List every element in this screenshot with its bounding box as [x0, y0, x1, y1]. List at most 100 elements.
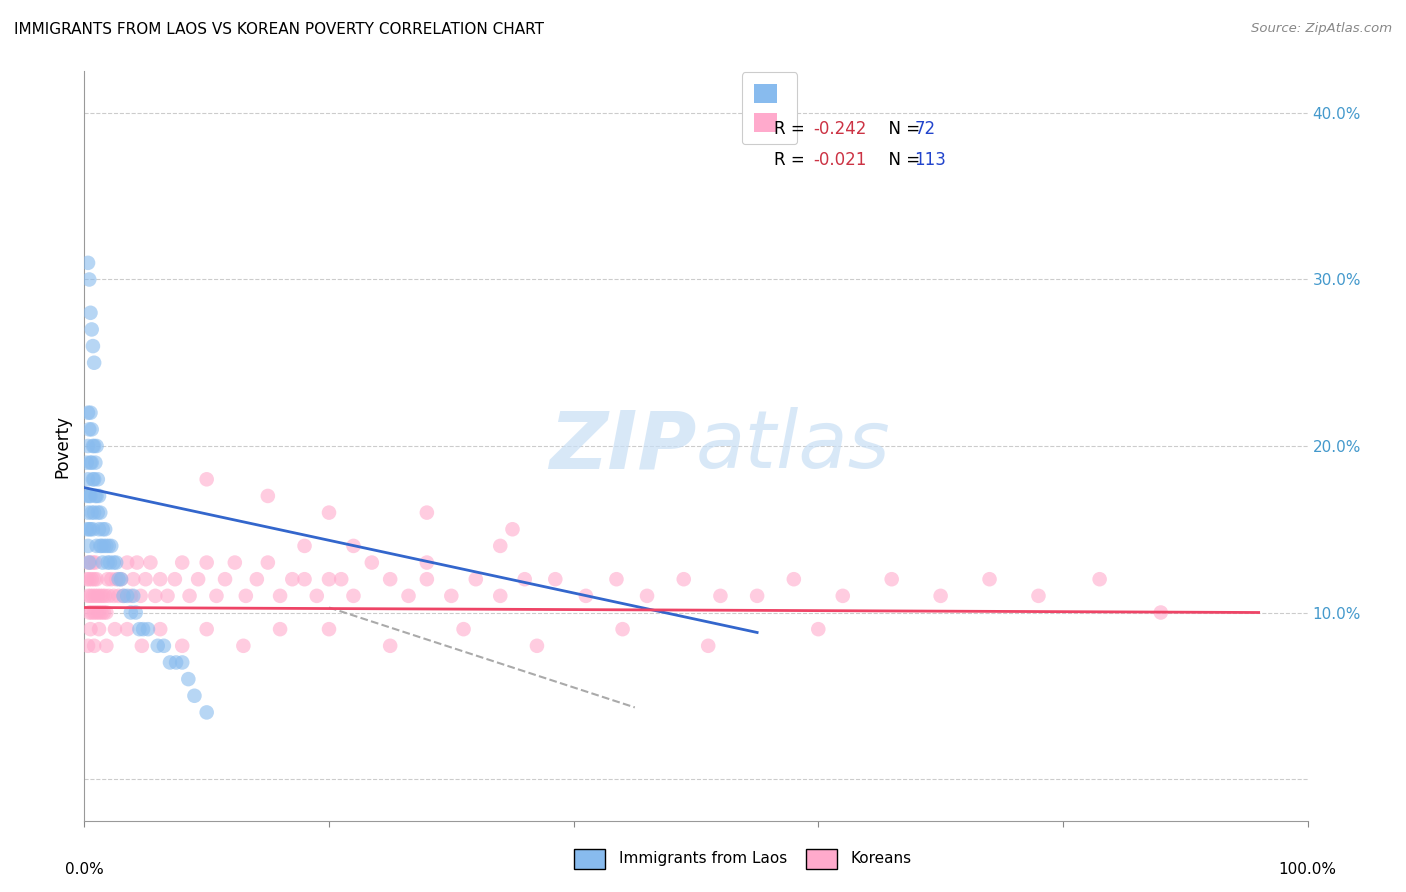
Point — [77, 489, 100, 503]
Point — [86, 606, 108, 620]
Point — [87, 506, 110, 520]
Point — [103, 556, 125, 570]
Point — [187, 572, 209, 586]
Point — [93, 606, 115, 620]
Point — [195, 706, 218, 720]
Point — [281, 572, 304, 586]
Point — [87, 522, 110, 536]
Point — [120, 606, 142, 620]
Point — [83, 639, 105, 653]
Point — [86, 572, 108, 586]
Point — [100, 572, 122, 586]
Point — [257, 489, 280, 503]
Text: -0.242: -0.242 — [813, 120, 866, 137]
Point — [77, 272, 100, 286]
Text: Koreans: Koreans — [851, 851, 911, 865]
Point — [697, 639, 720, 653]
Point — [131, 639, 153, 653]
Point — [100, 539, 122, 553]
Point — [257, 556, 280, 570]
Point — [294, 572, 316, 586]
Point — [98, 556, 121, 570]
Point — [79, 456, 101, 470]
Point — [172, 556, 194, 570]
Text: -0.021: -0.021 — [813, 152, 866, 169]
Text: IMMIGRANTS FROM LAOS VS KOREAN POVERTY CORRELATION CHART: IMMIGRANTS FROM LAOS VS KOREAN POVERTY C… — [14, 22, 544, 37]
Point — [94, 522, 117, 536]
Point — [87, 606, 110, 620]
Point — [83, 606, 105, 620]
Point — [79, 489, 101, 503]
Point — [97, 556, 120, 570]
Point — [709, 589, 731, 603]
Point — [86, 489, 108, 503]
Point — [80, 456, 103, 470]
Point — [1150, 606, 1173, 620]
Point — [96, 539, 118, 553]
Text: N =: N = — [877, 152, 925, 169]
Point — [115, 589, 138, 603]
Point — [513, 572, 536, 586]
Point — [195, 556, 218, 570]
Point — [90, 606, 112, 620]
Point — [83, 572, 105, 586]
Point — [380, 639, 402, 653]
Point — [96, 606, 118, 620]
Point — [605, 572, 627, 586]
Point — [342, 539, 364, 553]
Point — [84, 489, 107, 503]
Point — [246, 572, 269, 586]
Point — [94, 589, 117, 603]
Text: Source: ZipAtlas.com: Source: ZipAtlas.com — [1251, 22, 1392, 36]
Point — [77, 522, 100, 536]
Point — [107, 589, 129, 603]
Point — [110, 572, 132, 586]
Point — [112, 589, 135, 603]
Point — [269, 589, 291, 603]
Point — [91, 556, 114, 570]
Point — [96, 639, 118, 653]
Point — [232, 639, 254, 653]
Y-axis label: Poverty: Poverty — [53, 415, 72, 477]
Point — [107, 572, 129, 586]
Point — [120, 589, 142, 603]
Point — [305, 589, 328, 603]
Point — [128, 622, 150, 636]
Point — [636, 589, 658, 603]
Point — [86, 539, 108, 553]
Text: N =: N = — [877, 120, 925, 137]
Point — [82, 522, 104, 536]
Point — [129, 589, 152, 603]
Legend: , : , — [742, 72, 797, 144]
Point — [318, 622, 340, 636]
Point — [1028, 589, 1050, 603]
Text: R =: R = — [773, 120, 810, 137]
Point — [79, 556, 101, 570]
Point — [112, 589, 135, 603]
Point — [149, 622, 172, 636]
Point — [318, 506, 340, 520]
Point — [89, 589, 111, 603]
Point — [165, 656, 187, 670]
Point — [105, 556, 128, 570]
Point — [1088, 572, 1111, 586]
Point — [77, 506, 100, 520]
Point — [294, 539, 316, 553]
Point — [84, 556, 107, 570]
Point — [97, 572, 120, 586]
Point — [76, 522, 98, 536]
Point — [82, 556, 104, 570]
Point — [91, 522, 114, 536]
Point — [86, 439, 108, 453]
Point — [122, 589, 145, 603]
Point — [159, 656, 181, 670]
Point — [132, 622, 155, 636]
Point — [135, 572, 157, 586]
Point — [416, 506, 439, 520]
Point — [83, 439, 105, 453]
Point — [544, 572, 567, 586]
Point — [115, 556, 138, 570]
Point — [77, 406, 100, 420]
Point — [163, 572, 186, 586]
Point — [205, 589, 228, 603]
